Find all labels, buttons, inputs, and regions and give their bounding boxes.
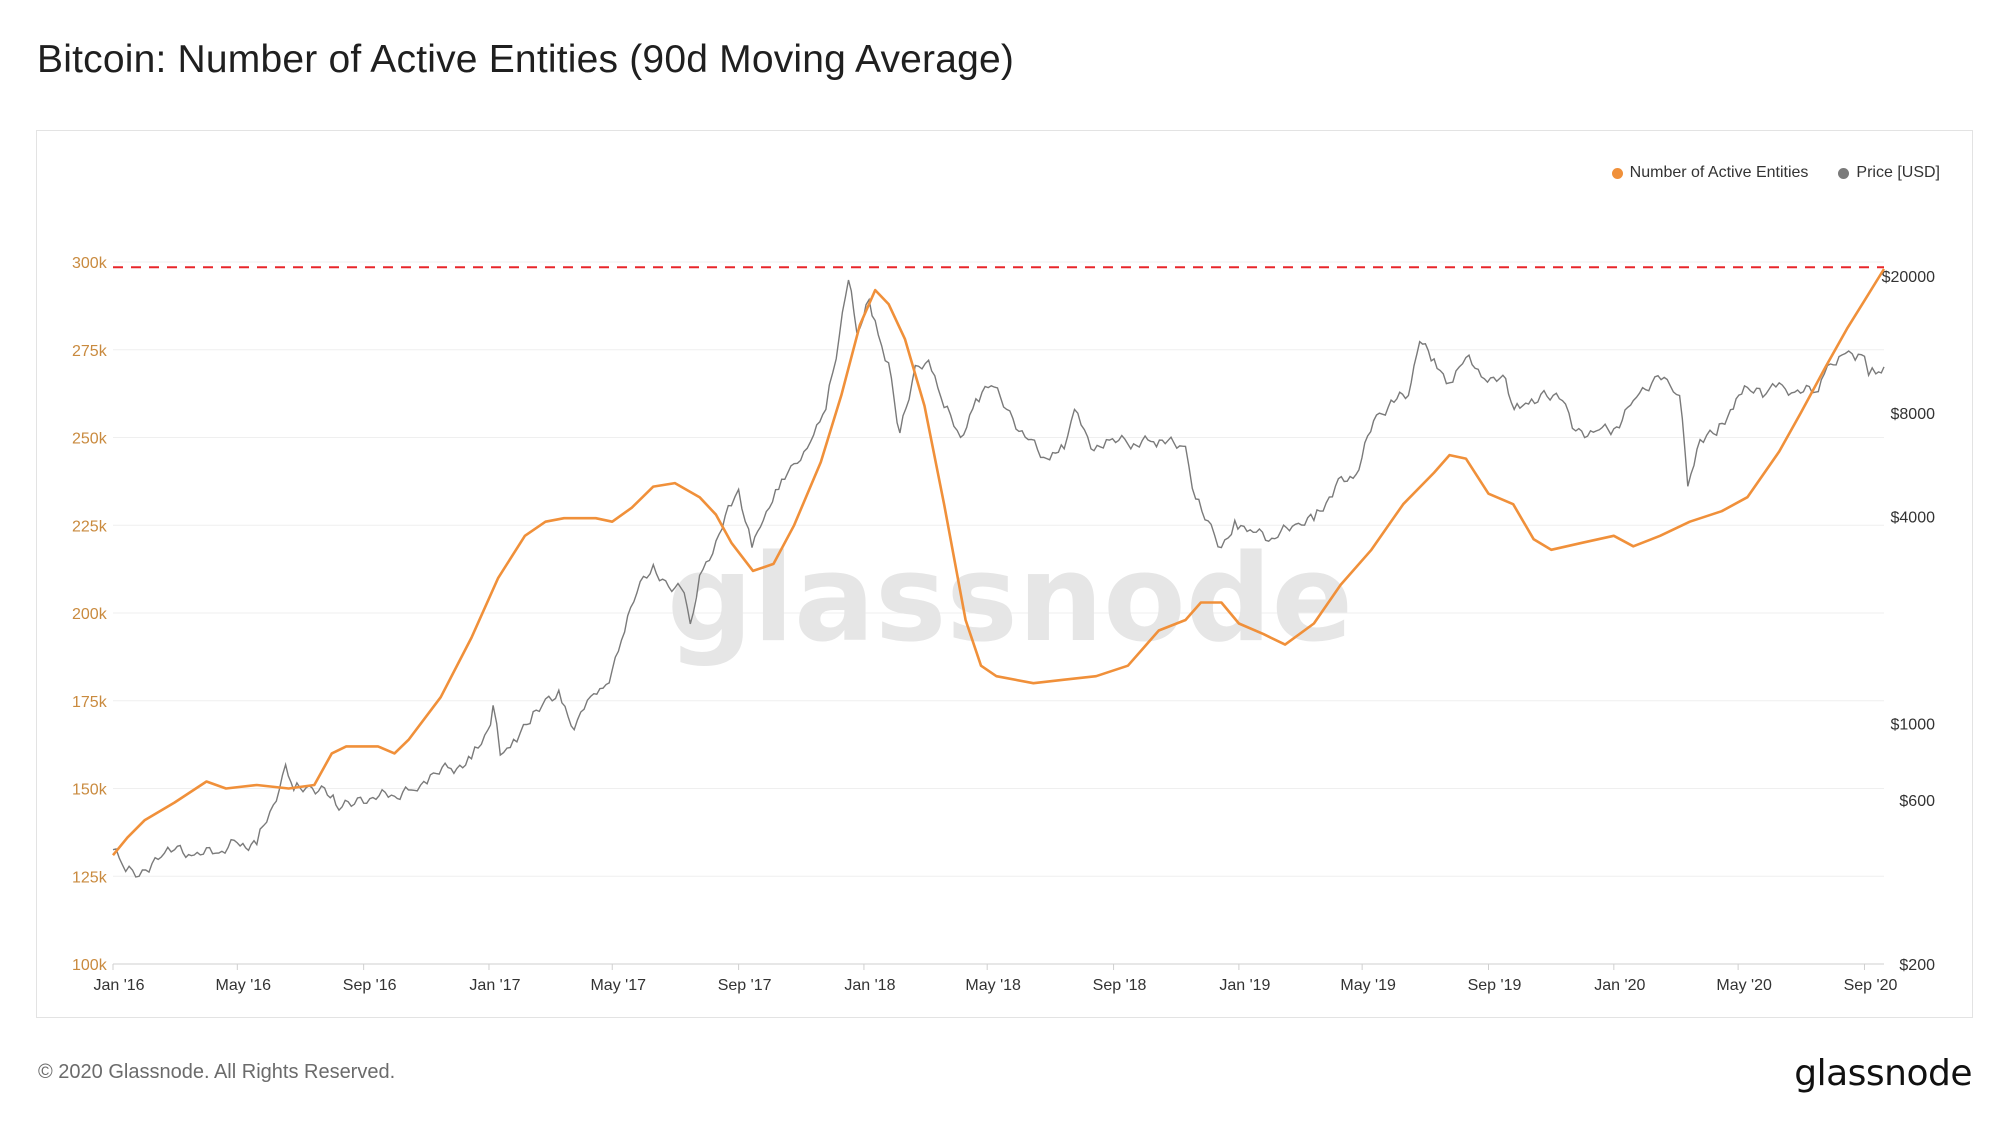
left-tick-label: 175k bbox=[72, 694, 108, 711]
series-line-entities bbox=[111, 268, 1886, 857]
legend-label-price: Price [USD] bbox=[1856, 164, 1940, 181]
left-tick-label: 300k bbox=[72, 255, 108, 272]
legend-label-entities: Number of Active Entities bbox=[1629, 164, 1809, 181]
x-tick-label: Jan '19 bbox=[1219, 977, 1270, 994]
footer-copyright: © 2020 Glassnode. All Rights Reserved. bbox=[38, 1061, 396, 1083]
legend-dot-entities bbox=[1611, 167, 1623, 179]
right-axis-ticks: $200 $600 $1000 $4000 $8000 $20000 bbox=[1882, 269, 1935, 974]
right-tick-label: $4000 bbox=[1891, 510, 1936, 527]
x-tick-label: Jan '16 bbox=[93, 977, 144, 994]
x-tick-label: May '19 bbox=[1340, 977, 1396, 994]
left-tick-label: 100k bbox=[72, 957, 108, 974]
chart-frame bbox=[36, 130, 1973, 1018]
legend-item-price[interactable]: Price [USD] bbox=[1838, 164, 1940, 182]
x-tick-label: Sep '18 bbox=[1093, 977, 1147, 994]
right-tick-label: $1000 bbox=[1891, 717, 1936, 734]
x-tick-label: Sep '16 bbox=[343, 977, 397, 994]
x-tick-label: Sep '19 bbox=[1468, 977, 1522, 994]
x-tick-label: Sep '17 bbox=[718, 977, 772, 994]
right-tick-label: $8000 bbox=[1891, 406, 1936, 423]
right-tick-label: $200 bbox=[1899, 957, 1935, 974]
legend-item-entities[interactable]: Number of Active Entities bbox=[1611, 164, 1809, 182]
x-tick-label: May '16 bbox=[216, 977, 272, 994]
x-tick-label: May '17 bbox=[590, 977, 646, 994]
left-tick-label: 200k bbox=[72, 606, 108, 623]
chart-legend: Number of Active Entities Price [USD] bbox=[1611, 164, 1940, 182]
right-tick-label: $20000 bbox=[1882, 269, 1935, 286]
series-line-price bbox=[112, 279, 1885, 878]
left-axis-ticks: 100k 125k 150k 175k 200k 225k 250k 275k 300k bbox=[72, 255, 108, 974]
left-tick-label: 275k bbox=[72, 343, 108, 360]
right-tick-label: $600 bbox=[1899, 793, 1935, 810]
x-axis-ticks: Jan '16 May '16 Sep '16 Jan '17 May '17 Sep '… bbox=[93, 964, 1897, 994]
x-tick-label: Jan '18 bbox=[844, 977, 895, 994]
grid-lines bbox=[113, 261, 1884, 877]
legend-dot-price bbox=[1838, 167, 1850, 179]
footer-logo: glassnode bbox=[1794, 1053, 1972, 1094]
x-tick-label: May '18 bbox=[965, 977, 1021, 994]
page-title: Bitcoin: Number of Active Entities (90d … bbox=[37, 38, 1015, 81]
left-tick-label: 225k bbox=[72, 518, 108, 535]
left-tick-label: 150k bbox=[72, 782, 108, 799]
x-tick-label: Jan '20 bbox=[1594, 977, 1645, 994]
left-tick-label: 125k bbox=[72, 869, 108, 886]
x-tick-label: Jan '17 bbox=[469, 977, 520, 994]
left-tick-label: 250k bbox=[72, 431, 108, 448]
watermark-text: glassnode bbox=[667, 530, 1353, 669]
x-tick-label: Sep '20 bbox=[1844, 977, 1898, 994]
x-tick-label: May '20 bbox=[1716, 977, 1772, 994]
